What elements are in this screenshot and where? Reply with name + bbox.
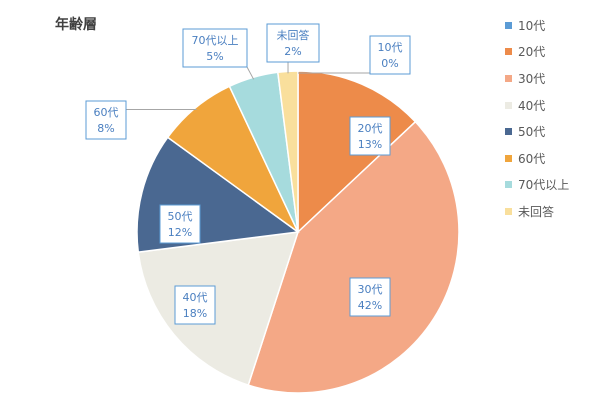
legend-label: 20代 bbox=[518, 45, 546, 60]
legend-item: 10代 bbox=[505, 12, 569, 39]
legend-label: 50代 bbox=[518, 125, 546, 140]
chart-title: 年齢層 bbox=[55, 17, 97, 33]
data-label-box bbox=[159, 204, 201, 244]
legend-swatch bbox=[505, 48, 512, 56]
data-label-percent: 12% bbox=[168, 226, 192, 239]
data-label-category: 未回答 bbox=[277, 28, 310, 42]
data-label-percent: 5% bbox=[206, 50, 223, 63]
legend: 10代 20代 30代 40代 50代 60代 70代以上未回答 bbox=[505, 12, 569, 225]
leader-line-slice-6 bbox=[246, 66, 255, 80]
data-label-percent: 13% bbox=[358, 138, 382, 151]
data-label-percent: 0% bbox=[381, 57, 398, 70]
legend-item: 60代 bbox=[505, 145, 569, 172]
data-label-category: 30代 bbox=[358, 283, 383, 296]
legend-swatch bbox=[505, 207, 512, 215]
data-label-category: 40代 bbox=[183, 291, 208, 304]
data-label-box bbox=[369, 35, 411, 75]
data-label-slice-7: 未回答 2% bbox=[266, 23, 320, 63]
data-label-box bbox=[349, 116, 391, 156]
data-label-box bbox=[174, 285, 216, 325]
data-label-box bbox=[266, 23, 320, 63]
legend-swatch bbox=[505, 181, 512, 189]
legend-label: 30代 bbox=[518, 71, 546, 86]
legend-item: 50代 bbox=[505, 118, 569, 145]
legend-label: 未回答 bbox=[518, 204, 555, 219]
pie-slice-3 bbox=[137, 231, 300, 387]
data-label-percent: 42% bbox=[358, 299, 382, 312]
legend-label: 60代 bbox=[518, 151, 546, 166]
data-label-category: 20代 bbox=[358, 122, 383, 135]
legend-swatch bbox=[505, 128, 512, 136]
legend-item: 未回答 bbox=[505, 198, 569, 225]
legend-swatch bbox=[505, 74, 512, 82]
legend-swatch bbox=[505, 154, 512, 162]
legend-swatch bbox=[505, 101, 512, 109]
legend-label: 40代 bbox=[518, 98, 546, 113]
data-label-box bbox=[85, 100, 127, 140]
legend-swatch bbox=[505, 21, 512, 29]
legend-item: 40代 bbox=[505, 92, 569, 119]
legend-label: 70代以上 bbox=[518, 178, 570, 193]
data-label-category: 10代 bbox=[378, 41, 403, 54]
legend-item: 30代 bbox=[505, 65, 569, 92]
data-label-percent: 2% bbox=[284, 45, 301, 58]
data-label-percent: 8% bbox=[97, 122, 114, 135]
data-label-box bbox=[182, 28, 248, 68]
data-label-category: 60代 bbox=[94, 106, 119, 119]
pie-slice-2 bbox=[247, 120, 460, 394]
data-label-slice-6: 70代以上 5% bbox=[182, 28, 248, 68]
data-label-category: 70代以上 bbox=[192, 34, 239, 47]
data-label-percent: 18% bbox=[183, 307, 207, 320]
legend-label: 10代 bbox=[518, 18, 546, 33]
legend-item: 20代 bbox=[505, 39, 569, 66]
data-label-box bbox=[349, 277, 391, 317]
legend-item: 70代以上 bbox=[505, 172, 569, 199]
data-label-category: 50代 bbox=[168, 210, 193, 223]
